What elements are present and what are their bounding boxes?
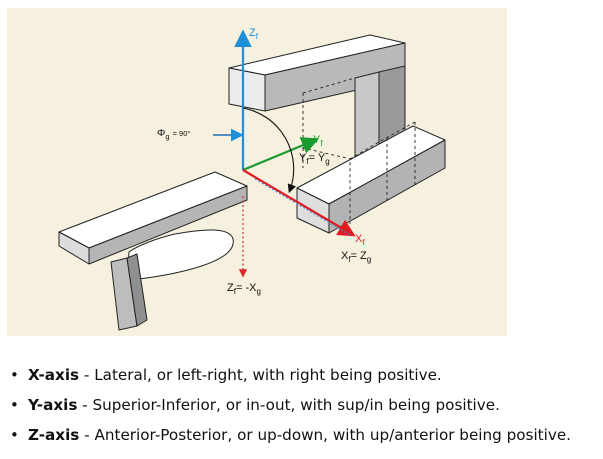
legend-term: X-axis (28, 366, 80, 384)
xf-axis (242, 169, 356, 237)
body-model (58, 171, 248, 331)
bullet: • (10, 366, 19, 384)
coordinate-frame-diagram: Zf Φg = 90° Yf Yf= Yg Xf Xf= Zg Zf= -Xg (7, 8, 507, 336)
legend-description: - Anterior-Posterior, or up-down, with u… (79, 426, 572, 444)
zf-label: Zf (249, 27, 259, 41)
zf-eq-neg-xg-label: Zf= -Xg (227, 282, 261, 296)
xf-eq-zg-label: Xf= Zg (341, 250, 371, 264)
axis-legend-list: • X-axis - Lateral, or left-right, with r… (10, 360, 600, 450)
rotation-arc (242, 107, 297, 194)
xf-label: Xf (355, 233, 365, 247)
legend-item-z-axis: • Z-axis - Anterior-Posterior, or up-down… (10, 420, 600, 450)
bullet: • (10, 396, 19, 414)
yf-eq-yg-label: Yf= Yg (299, 152, 330, 166)
yf-label: Yf (313, 134, 323, 148)
legend-description: - Superior-Inferior, or in-out, with sup… (77, 396, 500, 414)
axis-labels: Zf Φg = 90° Yf Yf= Yg Xf Xf= Zg Zf= -Xg (157, 27, 371, 296)
legend-item-y-axis: • Y-axis - Superior-Inferior, or in-out, … (10, 390, 600, 420)
legend-term: Z-axis (28, 426, 80, 444)
yf-axis (242, 137, 320, 172)
legend-term: Y-axis (28, 396, 78, 414)
head-frame-model (228, 34, 446, 234)
legend-description: - Lateral, or left-right, with right bei… (79, 366, 442, 384)
axes (213, 29, 356, 278)
bullet: • (10, 426, 19, 444)
xg-axis (254, 178, 353, 237)
legend-item-x-axis: • X-axis - Lateral, or left-right, with r… (10, 360, 600, 390)
phi-label: Φg = 90° (157, 127, 190, 141)
